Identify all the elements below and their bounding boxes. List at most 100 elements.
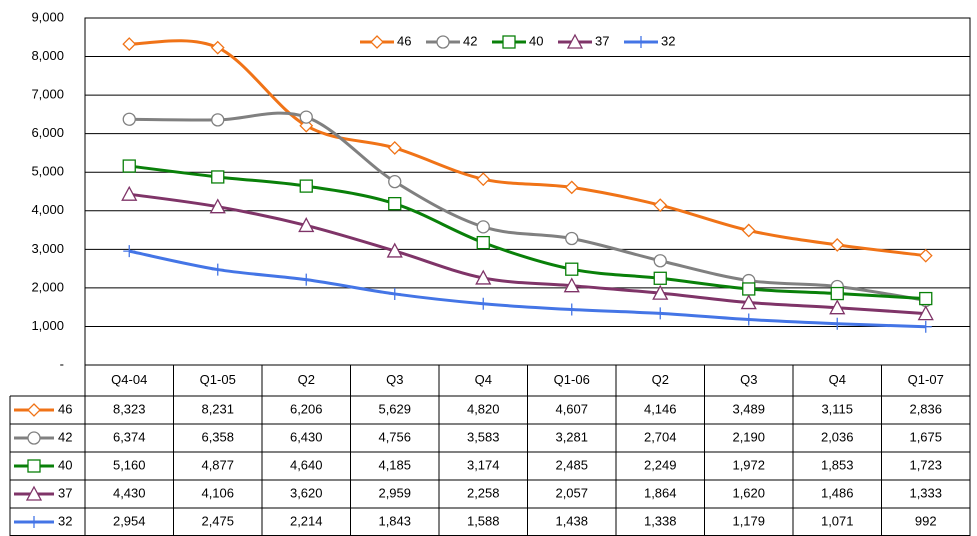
marker xyxy=(563,277,580,293)
table-cell: 1,333 xyxy=(909,485,942,500)
series-line xyxy=(129,39,926,258)
x-tick-label: Q1-07 xyxy=(908,372,944,387)
marker xyxy=(741,223,756,238)
table-cell: 2,959 xyxy=(378,485,411,500)
table-cell: 992 xyxy=(915,513,937,528)
marker xyxy=(917,305,934,321)
marker xyxy=(211,263,224,276)
table-cell: 4,185 xyxy=(378,457,411,472)
legend-label: 32 xyxy=(661,33,675,48)
marker xyxy=(476,172,491,187)
table-cell: 2,249 xyxy=(644,457,677,472)
table-series-name: 40 xyxy=(58,457,72,472)
table-series-name: 32 xyxy=(58,513,72,528)
table-cell: 3,489 xyxy=(732,401,765,416)
marker xyxy=(27,403,41,417)
table-cell: 8,323 xyxy=(113,401,146,416)
marker xyxy=(122,112,136,126)
series-line xyxy=(129,164,926,301)
legend-label: 42 xyxy=(463,33,477,48)
marker xyxy=(565,262,579,276)
table-cell: 2,836 xyxy=(909,401,942,416)
table-cell: 6,206 xyxy=(290,401,323,416)
table-cell: 3,174 xyxy=(467,457,500,472)
marker xyxy=(653,271,667,285)
table-cell: 6,430 xyxy=(290,429,323,444)
marker xyxy=(919,320,932,333)
y-tick-label: 1,000 xyxy=(31,318,64,333)
marker xyxy=(476,235,490,250)
table-cell: 2,485 xyxy=(555,457,588,472)
marker xyxy=(565,231,579,246)
marker xyxy=(653,198,668,213)
marker xyxy=(829,299,846,315)
marker xyxy=(565,303,578,316)
table-cell: 1,620 xyxy=(732,485,765,500)
marker xyxy=(388,287,401,300)
table-cell: 3,115 xyxy=(821,401,853,416)
marker xyxy=(122,159,136,173)
x-tick-label: Q1-06 xyxy=(554,372,590,387)
y-tick-label: 8,000 xyxy=(31,48,64,63)
table-cell: 1,972 xyxy=(732,457,765,472)
table-cell: 3,620 xyxy=(290,485,323,500)
marker xyxy=(652,284,669,300)
legend-label: 40 xyxy=(529,33,543,48)
marker xyxy=(742,282,756,296)
marker xyxy=(654,307,667,320)
marker xyxy=(919,291,933,306)
x-tick-label: Q3 xyxy=(386,372,403,387)
marker xyxy=(830,237,845,252)
table-cell: 3,281 xyxy=(555,429,588,444)
marker xyxy=(211,113,225,127)
marker xyxy=(27,431,41,445)
table-cell: 4,640 xyxy=(290,457,323,472)
marker xyxy=(566,33,584,49)
legend-label: 46 xyxy=(397,33,411,48)
x-tick-label: Q4-04 xyxy=(111,372,147,387)
marker xyxy=(436,35,450,49)
x-tick-label: Q2 xyxy=(652,372,669,387)
marker xyxy=(564,180,579,195)
marker xyxy=(476,220,490,234)
y-tick-label: 7,000 xyxy=(31,87,64,102)
table-cell: 1,071 xyxy=(821,513,854,528)
marker xyxy=(386,242,403,258)
table-cell: 2,704 xyxy=(644,429,677,444)
y-tick-label: - xyxy=(60,356,64,371)
marker xyxy=(211,170,225,184)
table-cell: 4,430 xyxy=(113,485,146,500)
marker xyxy=(25,485,43,501)
marker xyxy=(635,36,647,48)
marker xyxy=(28,516,40,528)
marker xyxy=(388,196,402,211)
table-cell: 1,864 xyxy=(644,485,677,500)
table-cell: 3,583 xyxy=(467,429,500,444)
marker xyxy=(387,141,402,155)
table-cell: 4,877 xyxy=(201,457,234,472)
table-cell: 2,258 xyxy=(467,485,500,500)
table-cell: 1,723 xyxy=(909,457,942,472)
table-cell: 1,179 xyxy=(732,513,765,528)
table-series-name: 46 xyxy=(58,401,72,416)
marker xyxy=(388,174,402,189)
table-cell: 2,057 xyxy=(555,485,588,500)
table-cell: 6,374 xyxy=(113,429,146,444)
legend-label: 37 xyxy=(595,33,609,48)
table-cell: 1,843 xyxy=(378,513,411,528)
table-cell: 1,486 xyxy=(821,485,854,500)
marker xyxy=(740,294,757,310)
x-tick-label: Q4 xyxy=(475,372,492,387)
table-cell: 4,146 xyxy=(644,401,677,416)
marker xyxy=(300,273,313,286)
y-tick-label: 5,000 xyxy=(31,164,64,179)
table-cell: 2,954 xyxy=(113,513,146,528)
y-tick-label: 9,000 xyxy=(31,9,64,24)
table-series-name: 37 xyxy=(58,485,72,500)
marker xyxy=(502,35,516,49)
marker xyxy=(477,297,490,310)
table-cell: 2,475 xyxy=(201,513,234,528)
table-grid xyxy=(9,365,971,536)
x-tick-label: Q3 xyxy=(740,372,757,387)
